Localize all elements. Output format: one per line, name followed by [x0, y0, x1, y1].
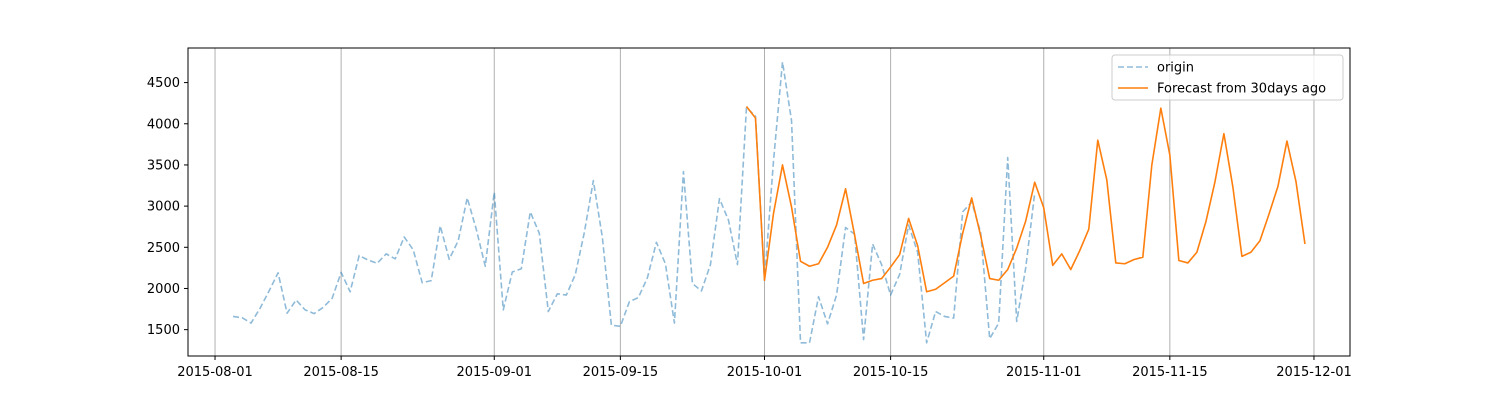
x-tick-label: 2015-09-01	[456, 365, 532, 380]
legend-box	[1111, 54, 1344, 101]
x-tick-label: 2015-09-15	[583, 365, 659, 380]
x-tick-label: 2015-10-15	[853, 365, 929, 380]
legend: origin Forecast from 30days ago	[1111, 54, 1344, 101]
x-tick-label: 2015-10-01	[727, 365, 803, 380]
axis-ticks: 2015-08-01 2015-08-15 2015-09-01 2015-09-15…	[147, 76, 1352, 380]
plot-area-frame	[187, 47, 1351, 357]
y-tick-label: 2000	[147, 282, 180, 297]
x-tick-label: 2015-12-01	[1276, 365, 1352, 380]
y-tick-label: 3000	[147, 200, 180, 215]
series-line-forecast	[745, 105, 1306, 293]
y-tick-label: 2500	[147, 241, 180, 256]
x-tick-label: 2015-11-01	[1006, 365, 1082, 380]
series-lines	[232, 61, 1306, 344]
legend-label: origin	[1157, 61, 1194, 76]
x-tick-label: 2015-08-15	[303, 365, 379, 380]
series-line-origin	[232, 61, 1036, 344]
y-tick-label: 1500	[147, 323, 180, 338]
x-tick-label: 2015-08-01	[177, 365, 253, 380]
legend-label: Forecast from 30days ago	[1157, 82, 1326, 97]
x-tick-label: 2015-11-15	[1132, 365, 1208, 380]
y-tick-label: 4000	[147, 117, 180, 132]
y-tick-label: 3500	[147, 158, 180, 173]
y-tick-label: 4500	[147, 76, 180, 91]
